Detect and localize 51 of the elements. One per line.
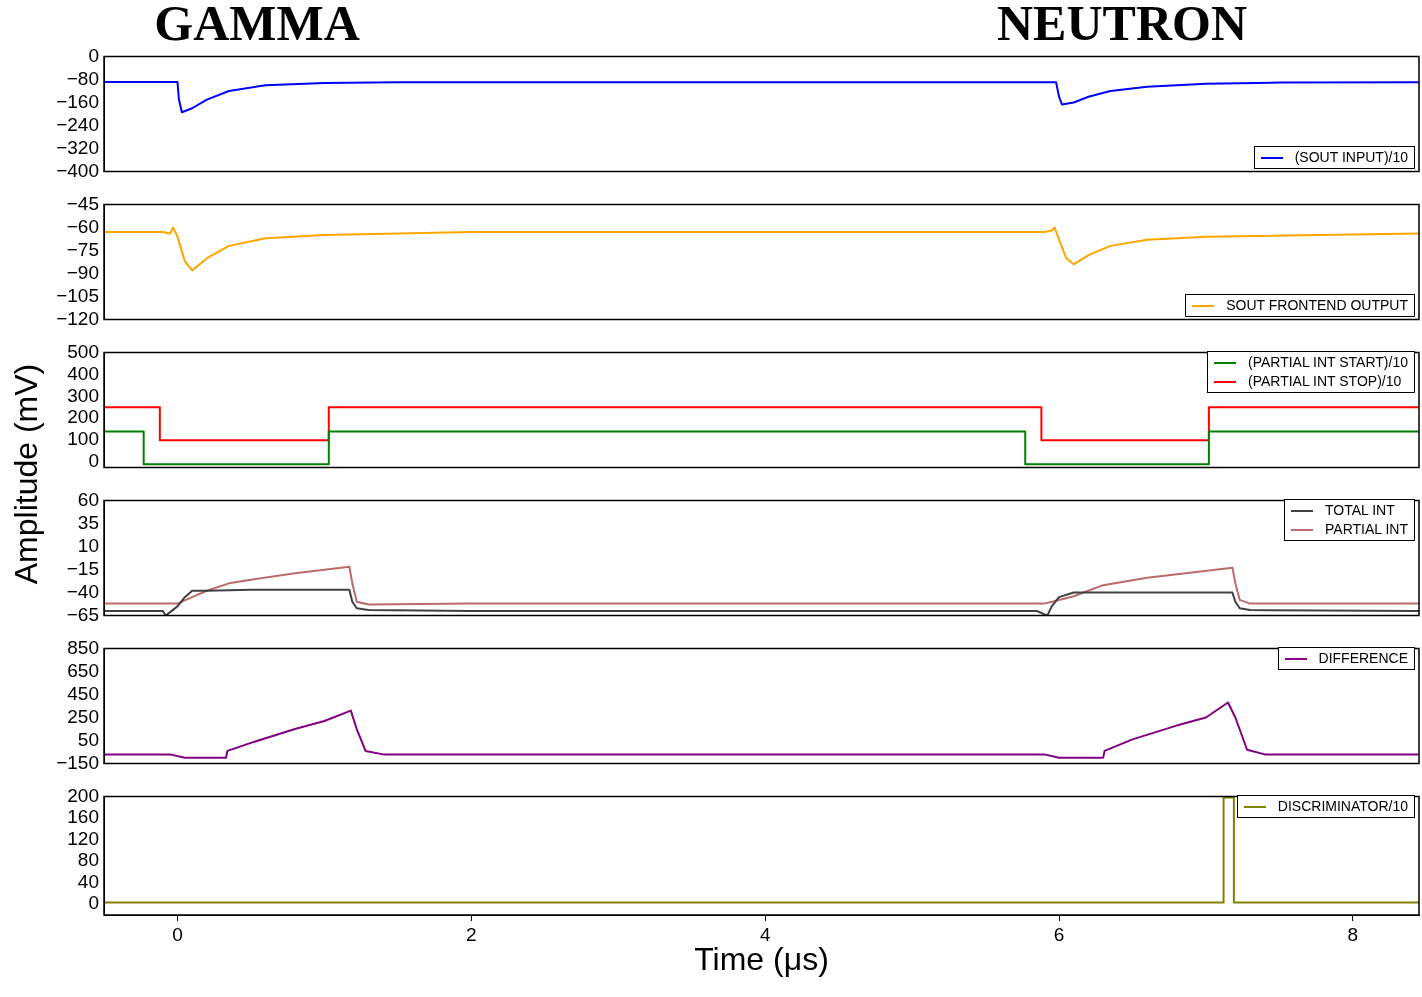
x-tick-label: 2 bbox=[466, 923, 477, 945]
legend-label: TOTAL INT bbox=[1325, 501, 1395, 520]
y-tick-label: −15 bbox=[66, 557, 99, 579]
y-tick-label: 200 bbox=[67, 784, 99, 806]
legend-label: PARTIAL INT bbox=[1325, 520, 1408, 539]
y-tick-label: −150 bbox=[56, 751, 99, 773]
y-tick-label: −160 bbox=[56, 90, 99, 112]
y-tick-label: −45 bbox=[66, 192, 99, 214]
y-tick-label: 450 bbox=[67, 682, 99, 704]
y-tick-label: −65 bbox=[66, 603, 99, 625]
y-tick-label: 50 bbox=[77, 728, 99, 750]
y-tick-label: 250 bbox=[67, 705, 99, 727]
y-tick-label: −80 bbox=[66, 67, 99, 89]
y-tick-label: 650 bbox=[67, 659, 99, 681]
y-tick-label: 120 bbox=[67, 827, 99, 849]
y-tick-label: −400 bbox=[56, 159, 99, 181]
y-axis-title: Amplitude (mV) bbox=[7, 363, 45, 585]
y-tick-label: 300 bbox=[67, 384, 99, 406]
y-tick-label: 400 bbox=[67, 362, 99, 384]
legend-label: (PARTIAL INT STOP)/10 bbox=[1247, 372, 1402, 391]
text: GAMMA bbox=[154, 0, 360, 52]
y-tick-label: 500 bbox=[67, 340, 99, 362]
legend-label: SOUT FRONTEND OUTPUT bbox=[1226, 296, 1408, 315]
y-tick-label: 10 bbox=[77, 534, 99, 556]
text: NEUTRON bbox=[996, 0, 1248, 52]
y-tick-label: 850 bbox=[67, 636, 99, 658]
y-tick-label: 80 bbox=[77, 849, 99, 871]
y-tick-label: 0 bbox=[88, 44, 99, 66]
legend-label: DISCRIMINATOR/10 bbox=[1277, 797, 1408, 816]
x-tick-label: 0 bbox=[172, 923, 183, 945]
legend-label: (SOUT INPUT)/10 bbox=[1294, 148, 1408, 167]
y-tick-label: −40 bbox=[66, 580, 99, 602]
y-tick-label: −240 bbox=[56, 113, 99, 135]
y-tick-label: 0 bbox=[88, 450, 99, 472]
y-tick-label: −90 bbox=[66, 261, 99, 283]
x-tick-label: 8 bbox=[1347, 923, 1359, 945]
y-tick-label: 100 bbox=[67, 428, 99, 450]
y-tick-label: −120 bbox=[56, 307, 99, 329]
y-tick-label: 60 bbox=[77, 488, 99, 510]
legend-label: (PARTIAL INT START)/10 bbox=[1247, 353, 1408, 372]
y-tick-label: −320 bbox=[56, 136, 99, 158]
y-tick-label: 200 bbox=[67, 406, 99, 428]
legend-label: DIFFERENCE bbox=[1318, 649, 1408, 668]
y-tick-label: −105 bbox=[56, 284, 99, 306]
y-tick-label: −75 bbox=[66, 238, 99, 260]
y-tick-label: 35 bbox=[77, 511, 99, 533]
y-tick-label: 40 bbox=[77, 870, 99, 892]
y-tick-label: 0 bbox=[88, 892, 99, 914]
y-tick-label: 160 bbox=[67, 806, 99, 828]
x-tick-label: 6 bbox=[1053, 923, 1065, 945]
y-tick-label: −60 bbox=[66, 215, 99, 237]
